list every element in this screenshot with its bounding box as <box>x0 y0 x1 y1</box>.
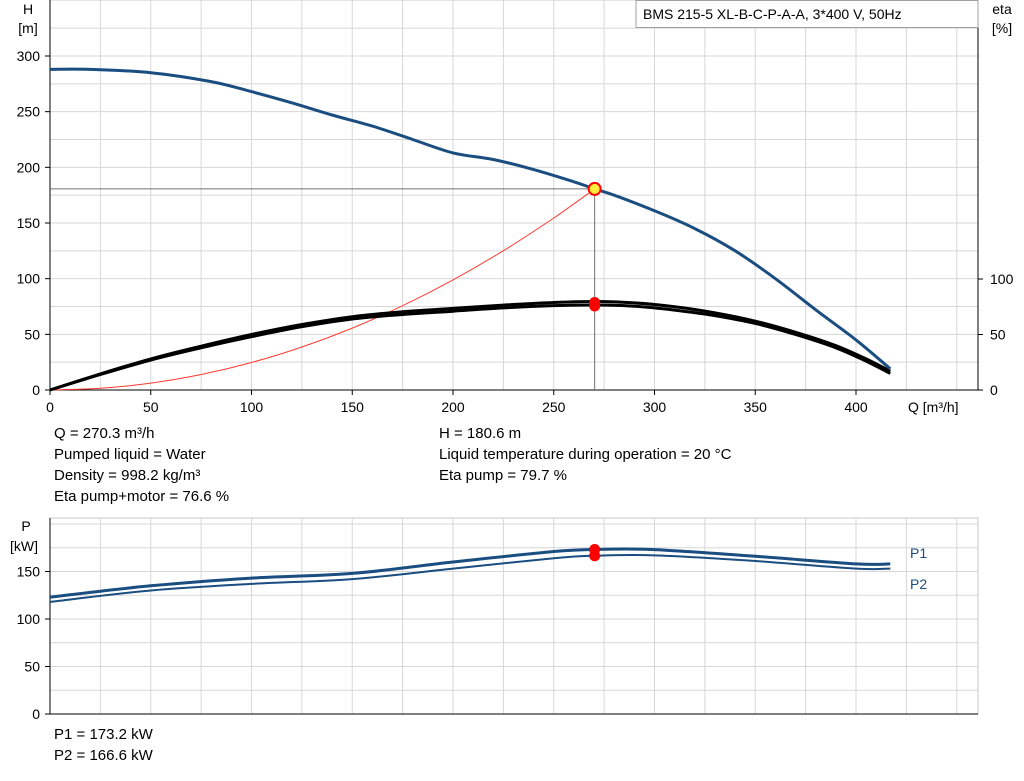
liquid-temperature-readout: Liquid temperature during operation = 20… <box>439 446 732 463</box>
power-duty-marker-p2 <box>589 550 601 562</box>
title-box <box>635 0 979 28</box>
y-tick-label: 50 <box>24 326 40 342</box>
power-y-tick-label: 50 <box>24 659 40 675</box>
head-curve <box>49 67 892 370</box>
power-y-tick-label: 150 <box>17 564 41 580</box>
x-tick-label: 250 <box>542 399 566 415</box>
x-tick-label: 400 <box>844 399 868 415</box>
system-curve <box>49 188 595 391</box>
eta-axis-label: eta <box>992 1 1012 17</box>
power-series-label-p1: P1 <box>910 545 927 561</box>
flow-readout: Q = 270.3 m³/h <box>54 425 155 442</box>
power-plot-frame <box>49 517 979 715</box>
duty-info-left: Q = 270.3 m³/h Pumped liquid = Water Den… <box>54 423 229 507</box>
pumped-liquid-readout: Pumped liquid = Water <box>54 446 206 463</box>
x-tick-label: 100 <box>240 399 264 415</box>
y-tick-label: 150 <box>17 215 41 231</box>
p2-readout: P2 = 166.6 kW <box>54 747 153 764</box>
x-tick-label: 200 <box>441 399 465 415</box>
power-y-tick-label: 100 <box>17 611 41 627</box>
y-tick-label: 300 <box>17 48 41 64</box>
x-tick-label: 50 <box>143 399 159 415</box>
power-series-label-p2: P2 <box>910 576 927 592</box>
y-tick-label: 250 <box>17 104 41 120</box>
duty-point-head-marker <box>587 181 602 196</box>
duty-info-right: H = 180.6 m Liquid temperature during op… <box>439 423 731 486</box>
duty-point-eta-pump-motor-marker <box>589 300 601 312</box>
x-tick-label: 0 <box>46 399 54 415</box>
p1-readout: P1 = 173.2 kW <box>54 726 153 743</box>
x-tick-label: 300 <box>643 399 667 415</box>
density-readout: Density = 998.2 kg/m³ <box>54 467 201 484</box>
power-curve-p1 <box>49 547 891 599</box>
power-y-tick-label: 0 <box>32 706 40 722</box>
y-axis-unit: [m] <box>18 20 37 36</box>
eta-axis-unit: [%] <box>992 20 1012 36</box>
eta-tick-label: 0 <box>990 382 998 398</box>
head-readout: H = 180.6 m <box>439 425 522 442</box>
power-axis-unit: [kW] <box>10 538 38 554</box>
power-plot: 0 50 100 150 P [kW] P1 P2 <box>10 517 979 722</box>
y-tick-label: 0 <box>32 382 40 398</box>
eta-pump-readout: Eta pump = 79.7 % <box>439 467 567 484</box>
chart-title: BMS 215-5 XL-B-C-P-A-A, 3*400 V, 50Hz <box>643 6 902 22</box>
x-axis-label: Q [m³/h] <box>908 399 959 415</box>
eta-tick-label: 100 <box>990 271 1014 287</box>
eta-pump-curve <box>49 299 891 392</box>
y-axis-label: H <box>23 1 33 17</box>
eta-pump-motor-readout: Eta pump+motor = 76.6 % <box>54 488 230 505</box>
x-tick-label: 350 <box>744 399 768 415</box>
power-info: P1 = 173.2 kW P2 = 166.6 kW <box>54 724 153 766</box>
head-eta-plot: 0 50 100 150 200 250 300 350 400 Q [m³/h] 0 50 100 15… <box>17 0 1014 415</box>
eta-pump-motor-curve <box>49 303 891 392</box>
eta-tick-label: 50 <box>990 327 1006 343</box>
y-tick-label: 200 <box>17 159 41 175</box>
x-tick-label: 150 <box>341 399 365 415</box>
y-tick-label: 100 <box>17 271 41 287</box>
power-axis-label: P <box>21 518 30 534</box>
power-curve-p2 <box>49 553 891 603</box>
